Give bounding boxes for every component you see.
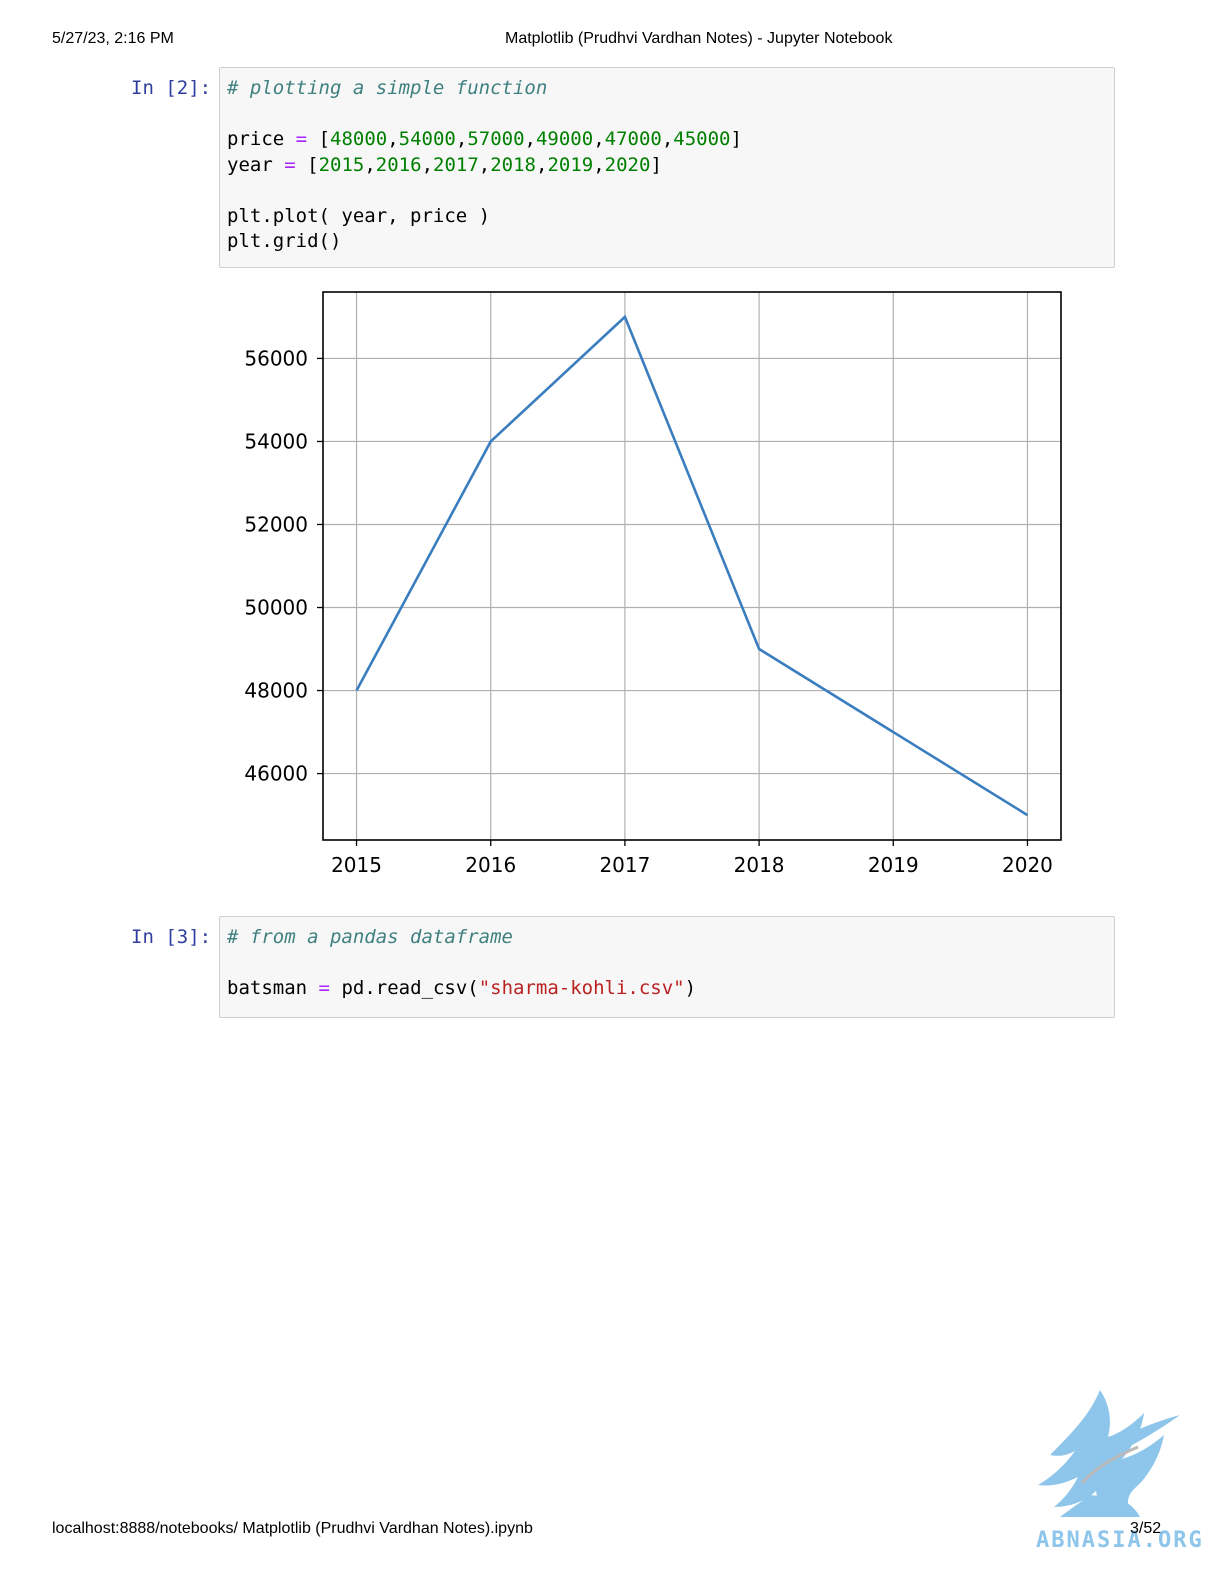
- cell-prompt: In [2]:: [131, 77, 212, 99]
- price-item: 45000: [673, 128, 731, 150]
- var-batsman: batsman: [227, 977, 308, 999]
- x-tick-label: 2018: [734, 853, 785, 877]
- x-tick-label: 2019: [868, 853, 919, 877]
- year-item: 2018: [490, 153, 536, 176]
- code-input-area[interactable]: # plotting a simple function price = [48…: [219, 67, 1115, 268]
- print-date: 5/27/23, 2:16 PM: [52, 30, 174, 47]
- plot-frame: [322, 291, 1062, 841]
- bracket-close: ]: [650, 153, 662, 176]
- assign-op: =: [295, 128, 308, 150]
- cell-prompt: In [3]:: [131, 926, 212, 948]
- var-year: year: [227, 153, 273, 176]
- code-comment: # plotting a simple function: [227, 77, 548, 99]
- price-item: 54000: [398, 128, 456, 150]
- year-item: 2016: [375, 153, 422, 176]
- abnasia-logo: ABNASIA.ORG: [1036, 1390, 1204, 1553]
- code-input-area[interactable]: # from a pandas dataframe batsman = pd.r…: [219, 916, 1115, 1018]
- code-plot-call: plt.plot( year, price ): [227, 204, 491, 227]
- year-item: 2020: [604, 153, 651, 176]
- bracket-open: [: [318, 128, 331, 150]
- y-tick-label: 48000: [244, 679, 308, 703]
- eagle-logo-icon: [1038, 1390, 1180, 1517]
- code-comment: # from a pandas dataframe: [227, 926, 513, 948]
- year-item: 2017: [433, 153, 479, 176]
- line-chart: 2015 2016 2017 2018 2019 2020 46000 48000 50000 5…: [244, 291, 1062, 877]
- y-tick-label: 52000: [244, 512, 308, 536]
- code-string: "sharma-kohli.csv": [478, 977, 685, 999]
- x-tick-label: 2020: [1002, 853, 1053, 877]
- x-tick-label: 2015: [331, 853, 382, 877]
- assign-op: =: [318, 977, 330, 999]
- code-read-csv: pd.read_csv(: [341, 977, 479, 999]
- y-tick-label: 46000: [244, 762, 308, 786]
- x-tick-label: 2016: [465, 853, 516, 877]
- bracket-close: ]: [730, 128, 742, 150]
- price-item: 48000: [330, 128, 388, 150]
- print-title: Matplotlib (Prudhvi Vardhan Notes) - Jup…: [505, 30, 893, 47]
- page-number: 3/52: [1130, 1520, 1162, 1537]
- y-tick-label: 50000: [244, 596, 308, 620]
- price-item: 49000: [535, 128, 594, 150]
- series-line: [355, 314, 1029, 817]
- print-url: localhost:8888/notebooks/ Matplotlib (Pr…: [52, 1520, 533, 1537]
- watermark-text: ABNASIA.ORG: [1036, 1528, 1204, 1553]
- price-item: 57000: [467, 128, 525, 150]
- var-price: price: [227, 128, 285, 150]
- y-tick-label: 54000: [244, 429, 308, 453]
- code-block: # plotting a simple function price = [48…: [227, 77, 742, 252]
- assign-op: =: [284, 153, 296, 176]
- year-item: 2019: [547, 153, 594, 176]
- code-block: # from a pandas dataframe batsman = pd.r…: [220, 917, 1114, 1010]
- x-tick-label: 2017: [599, 853, 650, 877]
- year-item: 2015: [318, 153, 365, 176]
- bracket-open: [: [307, 153, 319, 176]
- price-item: 47000: [604, 128, 662, 150]
- code-grid-call: plt.grid(): [227, 230, 342, 252]
- paren-close: ): [684, 977, 697, 999]
- y-tick-label: 56000: [244, 346, 308, 370]
